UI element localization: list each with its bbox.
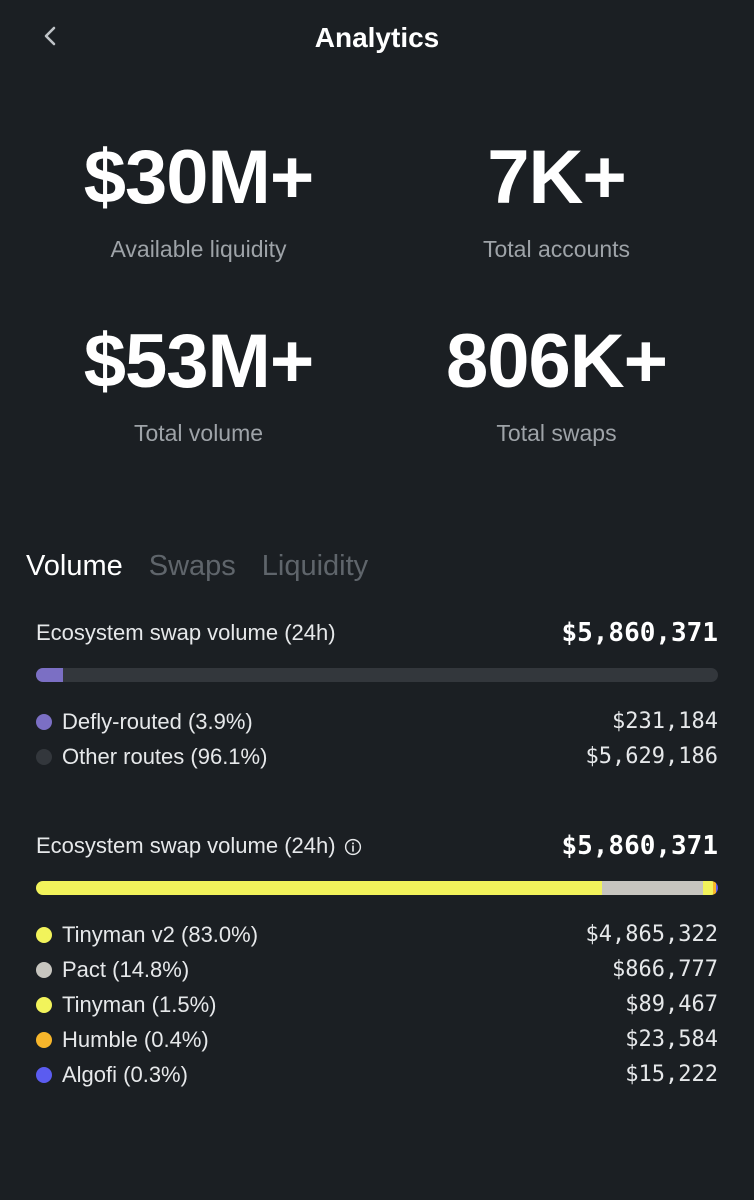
section-total: $5,860,371 [561,831,718,861]
legend-row-defly: Defly-routed (3.9%) $231,184 [36,704,718,739]
bar-segment [36,881,603,895]
stat-value: 806K+ [445,319,668,404]
page-title: Analytics [314,22,440,53]
dex-volume-section: Ecosystem swap volume (24h) $5,860,371 T… [36,829,718,1092]
legend-dot [36,996,52,1013]
legend-label: Other routes (96.1%) [62,743,268,769]
section-title: Ecosystem swap volume (24h) [36,620,336,645]
legend-dot [36,713,52,730]
section-title: Ecosystem swap volume (24h) [36,833,336,858]
routing-share-bar [36,668,718,682]
legend-label: Humble (0.4%) [62,1026,209,1052]
stat-label: Total swaps [496,420,617,446]
legend-value: $15,222 [625,1062,718,1087]
stat-total-accounts: 7K+ Total accounts [368,140,745,263]
legend-dot [36,1066,52,1083]
dex-legend: Tinyman v2 (83.0%) $4,865,322 Pact (14.8… [36,917,718,1092]
legend-row-tinyman-v2: Tinyman v2 (83.0%) $4,865,322 [36,917,718,952]
legend-label: Tinyman v2 (83.0%) [62,921,259,947]
legend-value: $4,865,322 [585,922,718,947]
legend-dot [36,961,52,978]
legend-label: Algofi (0.3%) [62,1061,188,1087]
legend-value: $5,629,186 [585,744,718,769]
legend-label: Defly-routed (3.9%) [62,708,253,734]
legend-label: Tinyman (1.5%) [62,991,217,1017]
bar-segment [702,881,714,895]
stat-label: Total volume [133,420,264,446]
chevron-left-icon [43,25,57,52]
bar-segment [715,881,718,895]
legend-value: $89,467 [625,992,718,1017]
tab-liquidity[interactable]: Liquidity [261,550,369,582]
bar-segment [36,668,63,682]
legend-label: Pact (14.8%) [62,956,190,982]
legend-value: $866,777 [612,957,718,982]
section-total: $5,860,371 [561,618,718,648]
bar-segment [602,881,703,895]
stat-total-volume: $53M+ Total volume [10,324,387,447]
legend-row-other: Other routes (96.1%) $5,629,186 [36,739,718,774]
stat-value: $30M+ [83,135,315,220]
legend-value: $23,584 [625,1027,718,1052]
legend-value: $231,184 [612,709,718,734]
stat-value: $53M+ [83,319,315,404]
routing-legend: Defly-routed (3.9%) $231,184 Other route… [36,704,718,774]
tab-swaps[interactable]: Swaps [148,550,236,582]
stat-value: 7K+ [487,135,627,220]
legend-dot [36,748,52,765]
analytics-tabs: Volume Swaps Liquidity [26,550,368,583]
legend-row-algofi: Algofi (0.3%) $15,222 [36,1057,718,1092]
routing-volume-section: Ecosystem swap volume (24h) $5,860,371 D… [36,616,718,774]
stat-label: Available liquidity [110,236,287,262]
bar-segment [713,881,716,895]
back-button[interactable] [30,18,70,58]
legend-dot [36,926,52,943]
stat-total-swaps: 806K+ Total swaps [368,324,745,447]
tab-volume[interactable]: Volume [26,550,123,582]
legend-row-tinyman: Tinyman (1.5%) $89,467 [36,987,718,1022]
header-bar: Analytics [0,0,754,80]
stat-label: Total accounts [482,236,631,262]
legend-dot [36,1031,52,1048]
info-circle-icon[interactable] [344,837,362,856]
legend-row-pact: Pact (14.8%) $866,777 [36,952,718,987]
legend-row-humble: Humble (0.4%) $23,584 [36,1022,718,1057]
stat-available-liquidity: $30M+ Available liquidity [10,140,387,263]
section-title-wrap: Ecosystem swap volume (24h) [36,833,362,859]
dex-share-bar [36,881,718,895]
